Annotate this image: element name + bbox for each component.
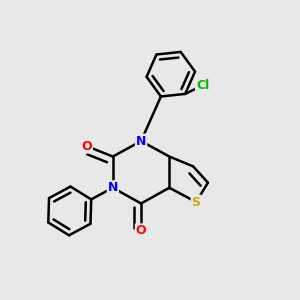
- Text: O: O: [136, 224, 146, 237]
- Text: N: N: [136, 135, 146, 148]
- Text: Cl: Cl: [196, 79, 209, 92]
- Text: S: S: [192, 196, 201, 208]
- Text: O: O: [81, 140, 92, 153]
- Text: N: N: [108, 181, 118, 194]
